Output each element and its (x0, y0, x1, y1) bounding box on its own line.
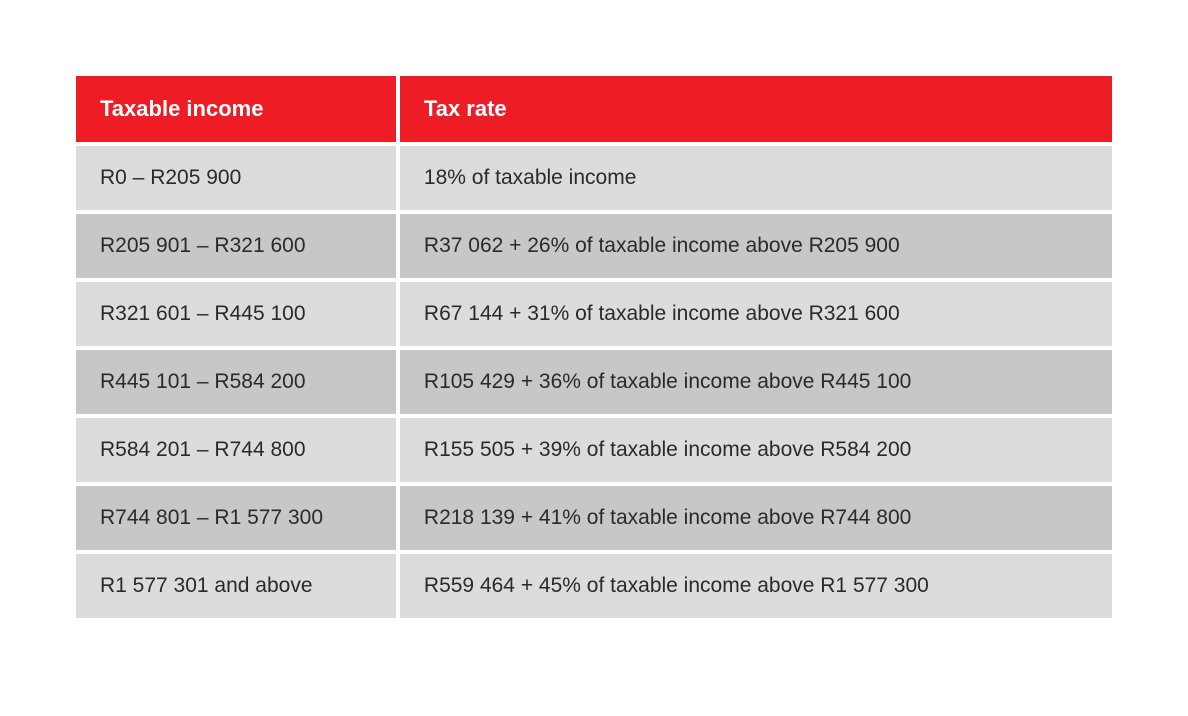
table-row: R1 577 301 and above R559 464 + 45% of t… (76, 554, 1112, 618)
cell-rate: R37 062 + 26% of taxable income above R2… (400, 214, 1112, 278)
table-row: R0 – R205 900 18% of taxable income (76, 146, 1112, 210)
cell-income: R205 901 – R321 600 (76, 214, 396, 278)
table-row: R321 601 – R445 100 R67 144 + 31% of tax… (76, 282, 1112, 346)
cell-income: R321 601 – R445 100 (76, 282, 396, 346)
table-row: R445 101 – R584 200 R105 429 + 36% of ta… (76, 350, 1112, 414)
col-header-rate: Tax rate (400, 76, 1112, 142)
cell-income: R0 – R205 900 (76, 146, 396, 210)
col-header-income: Taxable income (76, 76, 396, 142)
cell-rate: R155 505 + 39% of taxable income above R… (400, 418, 1112, 482)
tax-table: Taxable income Tax rate R0 – R205 900 18… (72, 72, 1116, 622)
cell-income: R744 801 – R1 577 300 (76, 486, 396, 550)
table-header-row: Taxable income Tax rate (76, 76, 1112, 142)
cell-rate: R105 429 + 36% of taxable income above R… (400, 350, 1112, 414)
cell-rate: 18% of taxable income (400, 146, 1112, 210)
table-row: R744 801 – R1 577 300 R218 139 + 41% of … (76, 486, 1112, 550)
table-row: R584 201 – R744 800 R155 505 + 39% of ta… (76, 418, 1112, 482)
cell-rate: R559 464 + 45% of taxable income above R… (400, 554, 1112, 618)
cell-income: R1 577 301 and above (76, 554, 396, 618)
cell-income: R584 201 – R744 800 (76, 418, 396, 482)
cell-rate: R218 139 + 41% of taxable income above R… (400, 486, 1112, 550)
cell-rate: R67 144 + 31% of taxable income above R3… (400, 282, 1112, 346)
cell-income: R445 101 – R584 200 (76, 350, 396, 414)
table-row: R205 901 – R321 600 R37 062 + 26% of tax… (76, 214, 1112, 278)
